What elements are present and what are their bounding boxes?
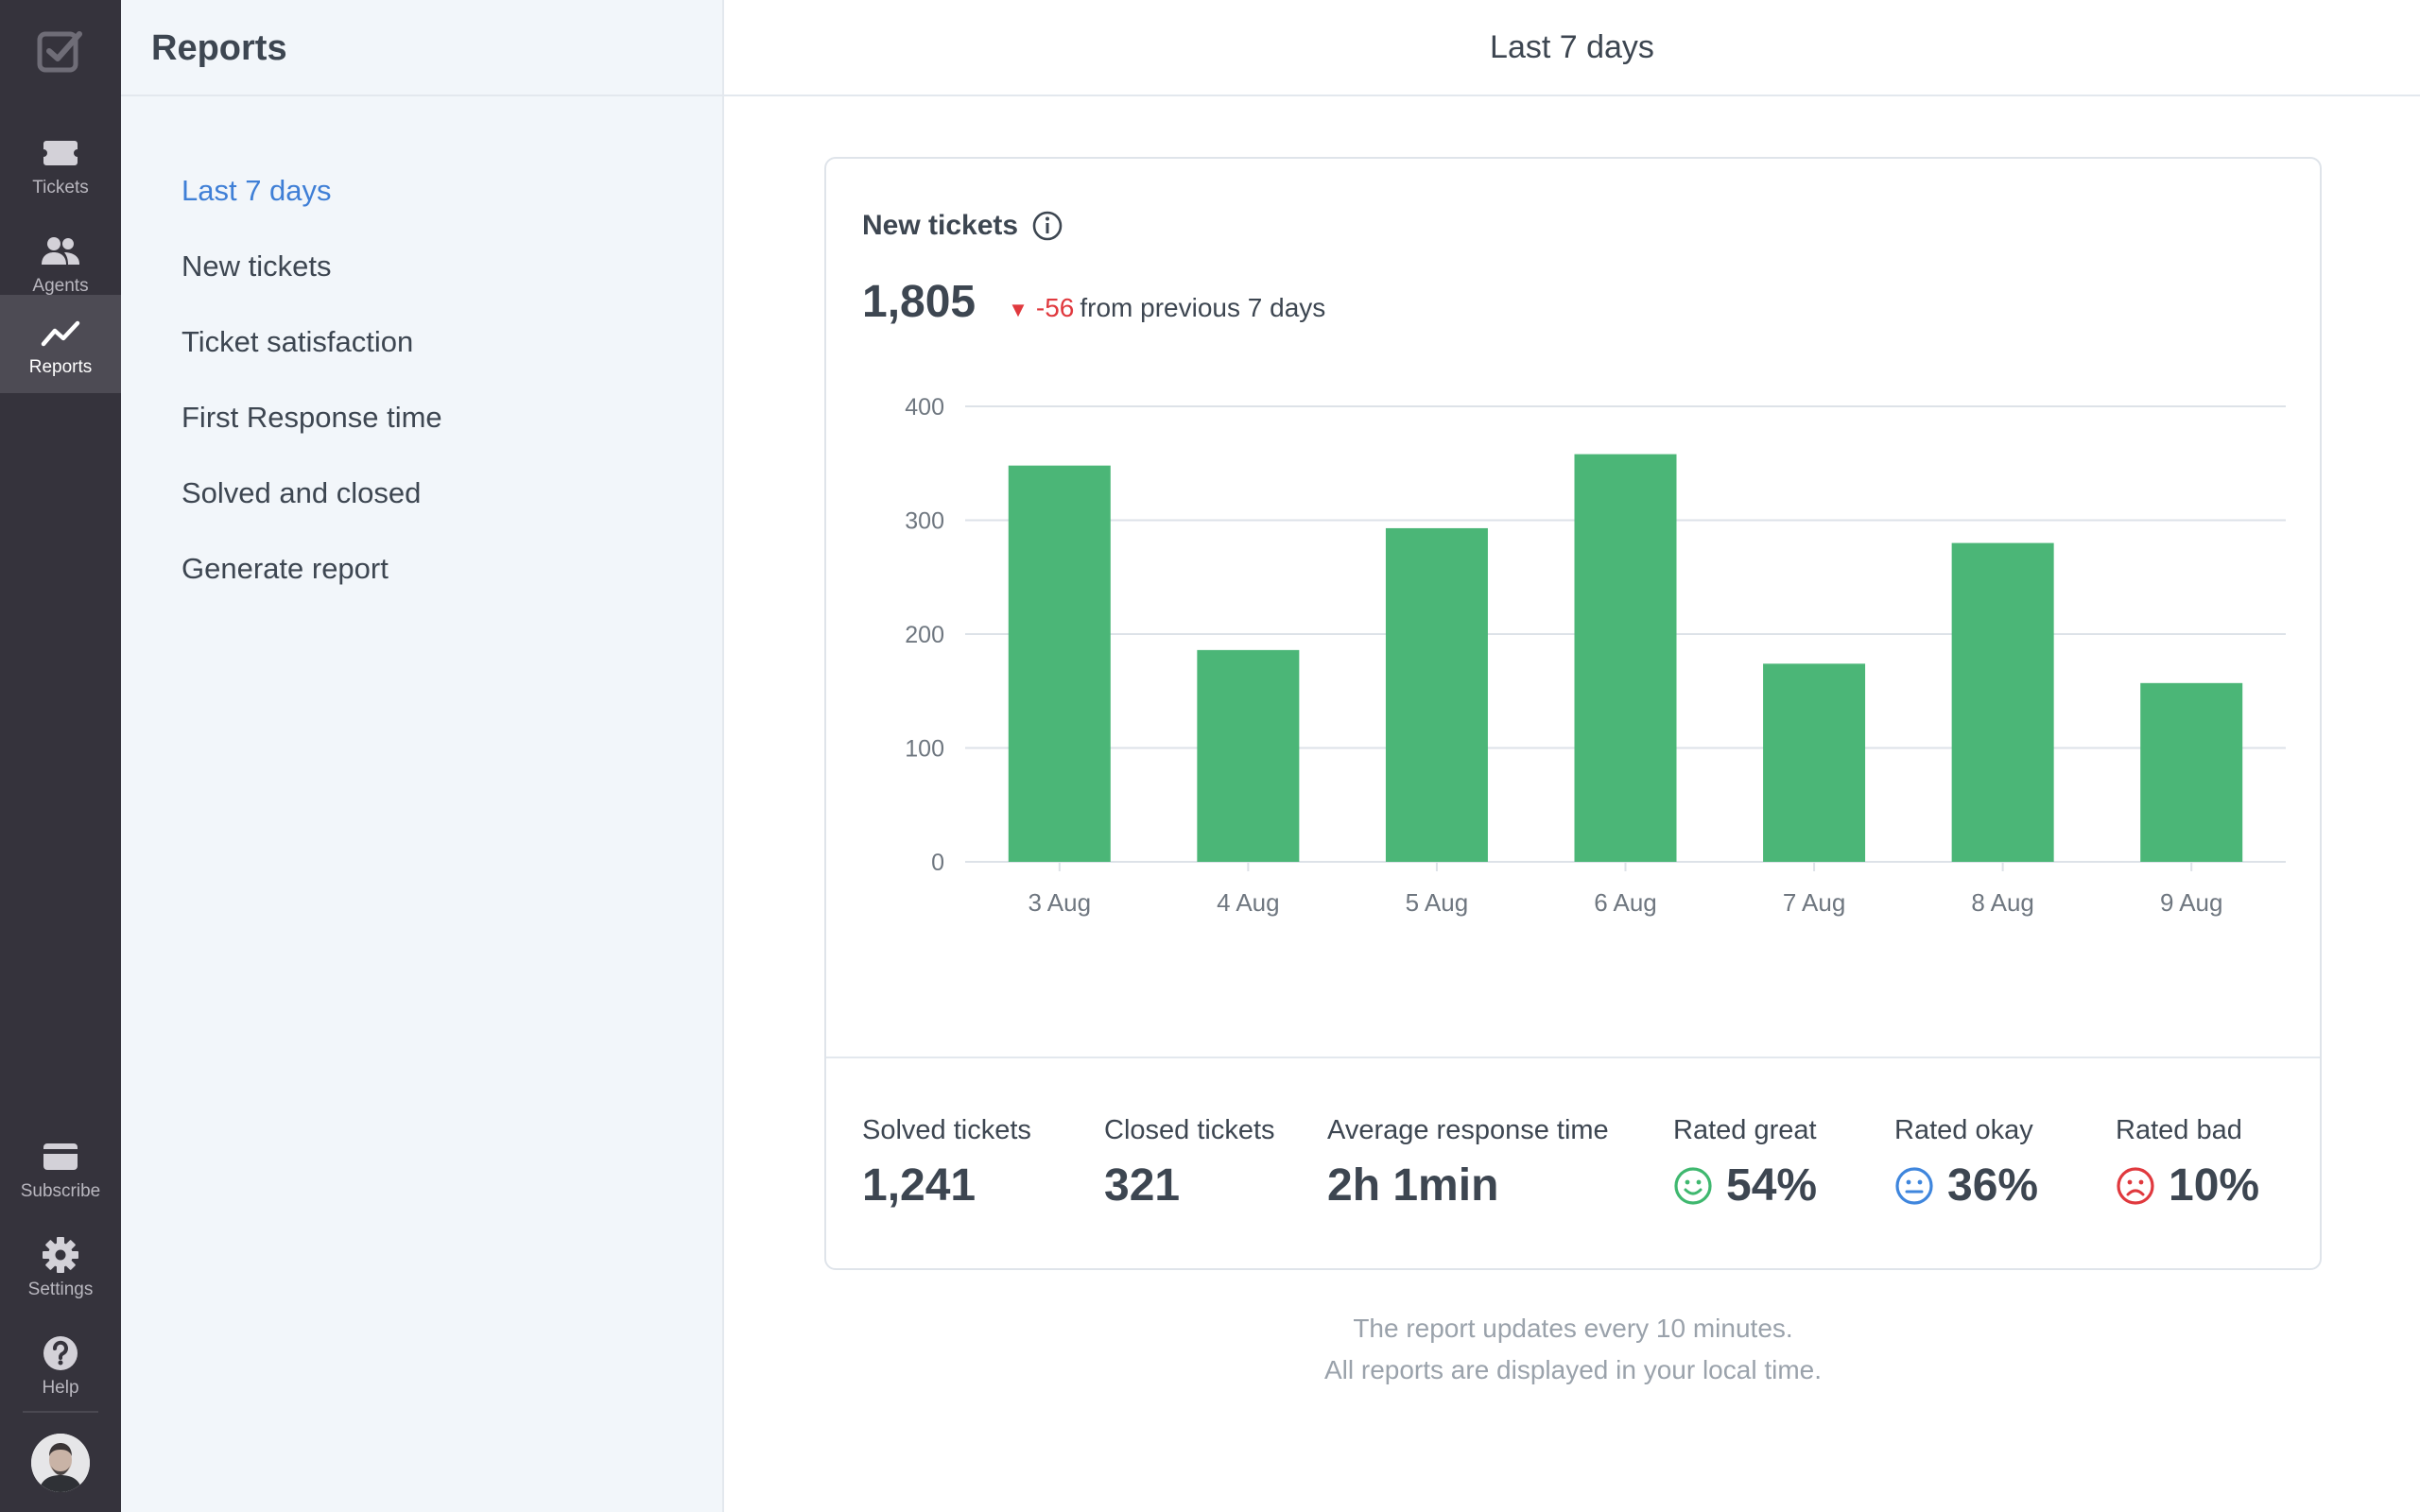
page-title: Last 7 days — [724, 0, 2420, 96]
sidebar-item-last-7-days[interactable]: Last 7 days — [182, 174, 332, 207]
stat-value: 321 — [1104, 1160, 1275, 1211]
y-tick-label: 100 — [905, 736, 944, 763]
x-tick-label: 5 Aug — [1406, 888, 1469, 917]
card-title-text: New tickets — [862, 210, 1019, 241]
nav-label-help: Help — [42, 1378, 79, 1398]
stat-value: 10% — [2116, 1160, 2259, 1211]
stats-row: Solved tickets 1,241 Closed tickets 321 … — [826, 1115, 2320, 1228]
avatar[interactable] — [31, 1434, 90, 1492]
x-tick-label: 8 Aug — [1971, 888, 2034, 917]
bar-3-aug — [1008, 465, 1111, 862]
reports-sidebar: Reports Last 7 days New tickets Ticket s… — [121, 0, 724, 1512]
stat-value-text: 321 — [1104, 1160, 1181, 1211]
new-tickets-bar-chart: 0 100 200 300 400 3 Aug 4 Aug 5 Aug 6 Aug 7 Aug 8 … — [905, 394, 2286, 917]
stat-value: 54% — [1673, 1160, 1817, 1211]
stat-value-text: 2h 1min — [1327, 1160, 1499, 1211]
stat-label: Closed tickets — [1104, 1115, 1275, 1145]
stat-label: Average response time — [1327, 1115, 1609, 1145]
agents-icon — [42, 237, 79, 265]
ticket-icon — [43, 141, 78, 165]
stat-label: Rated okay — [1894, 1115, 2033, 1145]
nav-label-subscribe: Subscribe — [20, 1181, 101, 1201]
kpi-change-suffix: from previous 7 days — [1080, 293, 1326, 322]
reports-chart-icon — [41, 320, 80, 347]
bar-6-aug — [1574, 454, 1677, 862]
kpi-delta: ▼ -56 from previous 7 days — [1008, 293, 1325, 323]
kpi-change-value: -56 — [1035, 293, 1075, 322]
stat-label: Solved tickets — [862, 1115, 1031, 1145]
y-tick-label: 400 — [905, 394, 944, 421]
x-tick-label: 9 Aug — [2160, 888, 2223, 917]
nav-divider — [23, 1411, 98, 1413]
x-tick-label: 4 Aug — [1217, 888, 1280, 917]
stat-average-response-time: Average response time 2h 1min — [1327, 1115, 1609, 1211]
stat-rated-great: Rated great 54% — [1673, 1115, 1817, 1211]
nav-label-agents: Agents — [32, 276, 89, 296]
nav-item-settings[interactable]: Settings — [0, 1217, 121, 1315]
smiley-sad-icon — [2117, 1166, 2154, 1205]
smiley-neutral-icon — [1895, 1166, 1933, 1205]
bar-5-aug — [1385, 527, 1488, 862]
reports-menu: Last 7 days New tickets Ticket satisfact… — [121, 96, 722, 607]
card-title: New tickets — [862, 210, 1063, 242]
stat-value: 36% — [1894, 1160, 2038, 1211]
nav-item-reports[interactable]: Reports — [0, 295, 121, 393]
sidebar-header: Reports — [121, 0, 722, 96]
footnote-line-1: The report updates every 10 minutes. — [1353, 1314, 1793, 1343]
stat-rated-bad: Rated bad 10% — [2116, 1115, 2259, 1211]
bar-4-aug — [1197, 649, 1300, 862]
footnote-line-2: All reports are displayed in your local … — [1323, 1355, 1822, 1384]
card-divider — [826, 1057, 2320, 1058]
stat-value-text: 10% — [2169, 1160, 2260, 1211]
user-avatar-icon — [31, 1434, 90, 1492]
credit-card-icon — [43, 1143, 78, 1170]
stat-value: 1,241 — [862, 1160, 1031, 1211]
kpi-summary: 1,805 ▼ -56 from previous 7 days — [862, 276, 1325, 328]
arrow-down-icon: ▼ — [1008, 298, 1028, 321]
nav-label-tickets: Tickets — [32, 178, 89, 198]
gear-icon — [43, 1237, 78, 1273]
stat-closed-tickets: Closed tickets 321 — [1104, 1115, 1275, 1211]
stat-solved-tickets: Solved tickets 1,241 — [862, 1115, 1031, 1211]
x-tick-label: 6 Aug — [1594, 888, 1657, 917]
nav-item-agents[interactable]: Agents — [0, 214, 121, 312]
stat-label: Rated bad — [2116, 1115, 2242, 1145]
report-footnote: The report updates every 10 minutes. All… — [824, 1308, 2322, 1391]
stat-label: Rated great — [1673, 1115, 1817, 1145]
y-tick-label: 200 — [905, 622, 944, 648]
main-content: Last 7 days New tickets 1,805 ▼ -56 from… — [724, 0, 2420, 1512]
app-logo-icon[interactable] — [36, 26, 85, 76]
stat-value-text: 36% — [1947, 1160, 2039, 1211]
info-icon[interactable] — [1031, 210, 1063, 242]
icon-nav: Tickets Agents Reports Subscribe — [0, 0, 121, 1512]
nav-item-help[interactable]: Help — [0, 1315, 121, 1414]
sidebar-item-solved-and-closed[interactable]: Solved and closed — [182, 476, 422, 509]
y-tick-label: 300 — [905, 508, 944, 535]
sidebar-item-generate-report[interactable]: Generate report — [182, 552, 389, 585]
stat-rated-okay: Rated okay 36% — [1894, 1115, 2038, 1211]
sidebar-item-new-tickets[interactable]: New tickets — [182, 249, 332, 283]
nav-label-reports: Reports — [28, 357, 93, 377]
new-tickets-card: New tickets 1,805 ▼ -56 from previous 7 … — [824, 157, 2322, 1270]
sidebar-item-first-response-time[interactable]: First Response time — [182, 401, 442, 434]
y-tick-label: 0 — [931, 850, 944, 876]
stat-value: 2h 1min — [1327, 1160, 1609, 1211]
sidebar-item-ticket-satisfaction[interactable]: Ticket satisfaction — [182, 325, 414, 358]
nav-item-subscribe[interactable]: Subscribe — [0, 1119, 121, 1217]
bar-9-aug — [2140, 682, 2243, 862]
bar-7-aug — [1763, 663, 1866, 862]
nav-label-settings: Settings — [27, 1280, 94, 1299]
sidebar-title: Reports — [151, 28, 287, 68]
help-icon — [43, 1336, 78, 1370]
nav-item-tickets[interactable]: Tickets — [0, 115, 121, 214]
total-new-tickets: 1,805 — [862, 277, 977, 327]
x-tick-label: 3 Aug — [1028, 888, 1092, 917]
stat-value-text: 54% — [1726, 1160, 1818, 1211]
x-tick-label: 7 Aug — [1783, 888, 1846, 917]
stat-value-text: 1,241 — [862, 1160, 977, 1211]
bar-8-aug — [1951, 542, 2054, 862]
smiley-happy-icon — [1674, 1166, 1712, 1205]
